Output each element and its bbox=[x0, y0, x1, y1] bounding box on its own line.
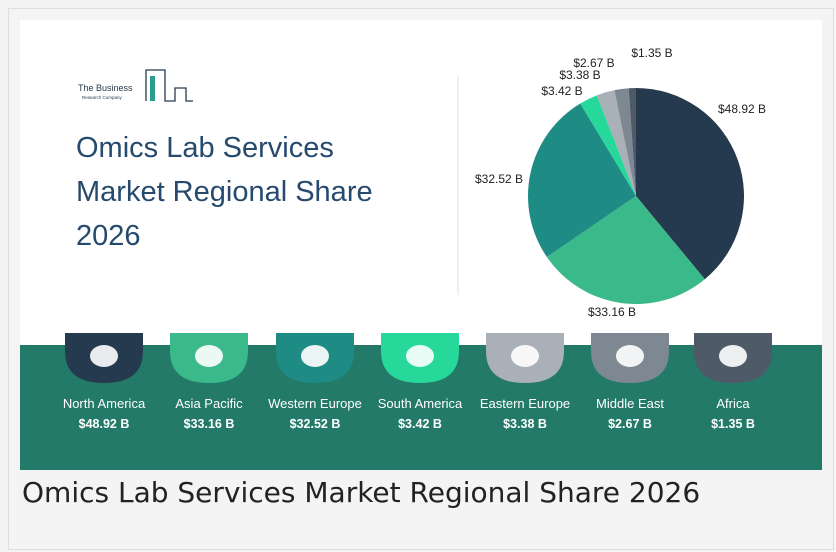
region-name: Asia Pacific bbox=[175, 396, 243, 411]
pie-slice bbox=[596, 90, 636, 196]
slice-label: $48.92 B bbox=[718, 102, 766, 116]
logo-text: The Business bbox=[78, 83, 133, 93]
region-value: $32.52 B bbox=[290, 417, 341, 431]
pie-slice bbox=[636, 88, 745, 280]
region-name: North America bbox=[63, 396, 146, 411]
logo-bar bbox=[150, 76, 155, 101]
region-value: $3.42 B bbox=[398, 417, 442, 431]
pie-slice bbox=[628, 88, 636, 196]
slice-label: $3.42 B bbox=[541, 84, 582, 98]
region-name: South America bbox=[378, 396, 463, 411]
pie-slice bbox=[580, 95, 636, 196]
slice-label: $1.35 B bbox=[631, 46, 672, 60]
region-map-icon bbox=[406, 345, 434, 367]
pie-slice bbox=[528, 103, 636, 258]
pie-slice bbox=[546, 196, 705, 305]
slice-label: $32.52 B bbox=[475, 172, 523, 186]
logo: The Business Research Company bbox=[78, 69, 193, 102]
region-map-icon bbox=[301, 345, 329, 367]
region-map-icon bbox=[719, 345, 747, 367]
region-map-icon bbox=[511, 345, 539, 367]
region-value: $1.35 B bbox=[711, 417, 755, 431]
logo-lines bbox=[145, 69, 193, 102]
region-name: Africa bbox=[716, 396, 750, 411]
region-name: Middle East bbox=[596, 396, 664, 411]
caption: Omics Lab Services Market Regional Share… bbox=[22, 476, 701, 509]
region-value: $2.67 B bbox=[608, 417, 652, 431]
region-map-icon bbox=[616, 345, 644, 367]
logo-text: Research Company bbox=[82, 95, 123, 100]
region-value: $3.38 B bbox=[503, 417, 547, 431]
slice-label: $3.38 B bbox=[559, 68, 600, 82]
region-map-icon bbox=[90, 345, 118, 367]
slice-label: $33.16 B bbox=[588, 305, 636, 319]
region-name: Eastern Europe bbox=[480, 396, 570, 411]
region-name: Western Europe bbox=[268, 396, 362, 411]
slice-label: $2.67 B bbox=[573, 56, 614, 70]
region-value: $33.16 B bbox=[184, 417, 235, 431]
chart-title: Omics Lab Services Market Regional Share… bbox=[76, 132, 373, 252]
region-map-icon bbox=[195, 345, 223, 367]
pie-slice bbox=[614, 88, 636, 196]
region-value: $48.92 B bbox=[79, 417, 130, 431]
